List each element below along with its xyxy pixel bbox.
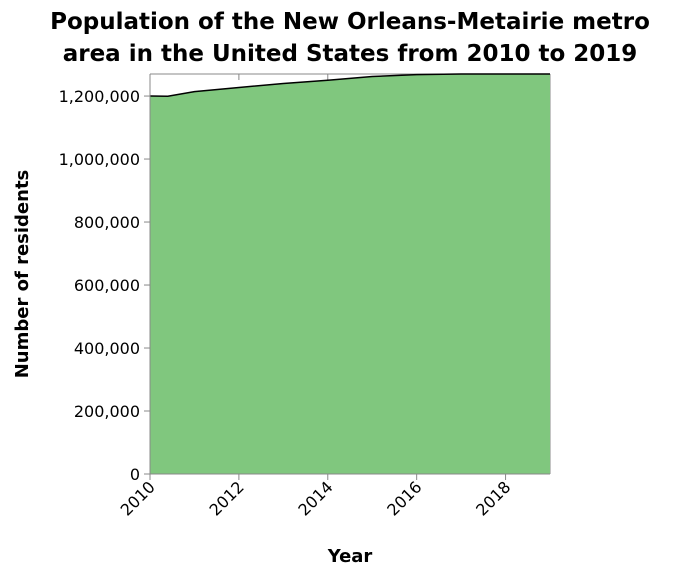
x-tick-label-2014: 2014 — [294, 477, 336, 519]
chart-title-line-1: Population of the New Orleans-Metairie m… — [50, 9, 650, 35]
y-tick-label-800000: 800,000 — [74, 213, 140, 232]
y-tick-label-600000: 600,000 — [74, 276, 140, 295]
y-tick-label-0: 0 — [130, 465, 140, 484]
y-tick-label-1000000: 1,000,000 — [59, 150, 140, 169]
plot-area: 0 200,000 400,000 600,000 800,000 1,000,000 1,… — [59, 73, 551, 520]
x-axis-title: Year — [327, 546, 373, 567]
population-line — [149, 73, 550, 97]
y-axis-title: Number of residents — [12, 170, 33, 379]
y-tick-label-400000: 400,000 — [74, 339, 140, 358]
x-tick-label-2010: 2010 — [117, 477, 159, 519]
x-tick-label-2018: 2018 — [472, 477, 514, 519]
population-area — [150, 74, 550, 474]
chart-title-line-2: area in the United States from 2010 to 2… — [63, 41, 638, 67]
y-tick-label-200000: 200,000 — [74, 402, 140, 421]
x-tick-label-2016: 2016 — [383, 477, 425, 519]
x-tick-label-2012: 2012 — [205, 477, 247, 519]
y-tick-label-1200000: 1,200,000 — [59, 87, 140, 106]
